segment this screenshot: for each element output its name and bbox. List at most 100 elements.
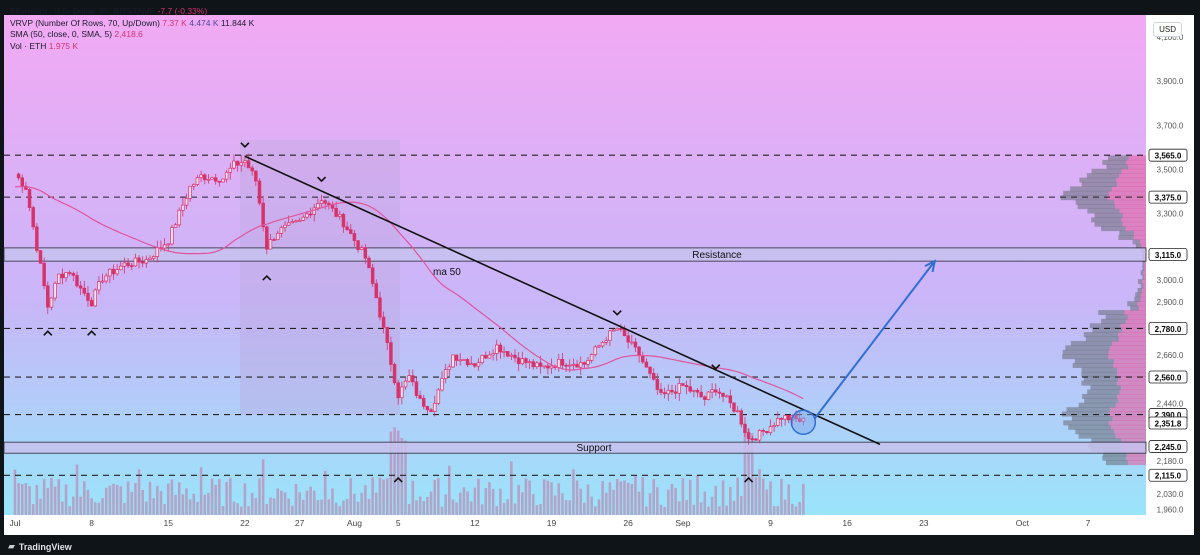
profile-bar-up: [1135, 243, 1142, 249]
level-price-label: 2,560.0: [1155, 373, 1182, 382]
candle-body: [644, 361, 649, 368]
volume-bar: [469, 501, 473, 515]
volume-bar: [663, 506, 666, 515]
volume-bar: [681, 478, 685, 515]
candle-body: [232, 160, 236, 169]
candle-body: [549, 365, 554, 369]
volume-bar: [46, 487, 50, 515]
candle-body: [411, 375, 415, 383]
candle-body: [254, 170, 258, 182]
volume-bar: [247, 506, 250, 515]
volume-bar: [291, 505, 294, 515]
candle-body: [243, 160, 247, 164]
candle-body: [206, 178, 211, 181]
profile-bar-up: [1063, 420, 1109, 426]
candle-body: [290, 221, 295, 224]
candle-body: [578, 362, 583, 368]
candle-body: [469, 363, 473, 366]
profile-bar-up: [1060, 195, 1108, 201]
profile-bar-down: [1118, 336, 1146, 342]
projection-arrow[interactable]: [813, 260, 936, 420]
level-price-box: [1148, 248, 1188, 261]
candle-body: [356, 240, 360, 251]
candle-body: [659, 389, 663, 393]
level-price-label: 3,375.0: [1155, 193, 1182, 202]
volume-bars: [13, 426, 805, 515]
candle-body: [137, 257, 141, 263]
candle-body: [213, 177, 218, 182]
volume-bar: [546, 480, 550, 515]
candle-body: [93, 289, 97, 307]
descending-trendline[interactable]: [244, 155, 881, 446]
legend-vrvp-label: VRVP (Number Of Rows, 70, Up/Down): [10, 17, 160, 28]
candle-body: [699, 391, 703, 398]
candle-body: [575, 364, 579, 368]
horizontal-levels: [4, 154, 1146, 476]
profile-bar-up: [1081, 181, 1118, 187]
profile-bar-up: [1081, 380, 1117, 386]
candle-body: [308, 213, 313, 216]
volume-bar: [364, 485, 367, 515]
volume-bar: [112, 483, 115, 515]
candle-body: [133, 257, 138, 267]
candle-body: [316, 203, 320, 209]
swing-high-marker: [612, 310, 622, 316]
volume-bar: [141, 490, 144, 515]
highlight-circle[interactable]: [790, 409, 817, 436]
profile-bar-down: [1121, 168, 1146, 174]
profile-bar-down: [1116, 371, 1146, 377]
candle-body: [57, 273, 61, 284]
volume-bar: [670, 483, 674, 515]
profile-bar-up: [1081, 367, 1118, 373]
volume-bar: [163, 504, 166, 515]
candle-body: [797, 418, 802, 422]
volume-bar: [283, 492, 287, 515]
profile-bar-up: [1074, 358, 1114, 364]
volume-bar: [265, 504, 269, 515]
price-tick-label: 3,700.0: [1157, 121, 1184, 130]
volume-bar: [542, 479, 546, 515]
volume-bar: [586, 484, 590, 515]
candle-body: [86, 292, 90, 301]
candle-body: [779, 417, 784, 420]
zone-label-resistance: Resistance: [692, 250, 742, 261]
volume-bar: [93, 502, 97, 515]
candle-body: [505, 351, 510, 357]
volume-bar: [466, 491, 469, 515]
swing-markers: [43, 142, 754, 483]
candle-body: [633, 341, 638, 348]
volume-bar: [688, 479, 692, 515]
profile-bar-up: [1085, 336, 1119, 342]
time-tick-label: 16: [842, 518, 852, 528]
volume-bar: [225, 482, 228, 515]
candle-body: [487, 354, 492, 359]
profile-bar-up: [1102, 455, 1127, 461]
volume-bar: [572, 469, 575, 515]
volume-bar: [455, 502, 458, 515]
candle-body: [192, 184, 196, 187]
candle-body: [297, 219, 302, 222]
volume-bar: [564, 500, 568, 515]
candle-body: [465, 359, 470, 366]
tradingview-watermark: ▰ TradingView: [8, 541, 72, 552]
level-price-label: 2,351.8: [1155, 419, 1182, 428]
volume-bar: [608, 482, 612, 515]
level-price-label: 2,780.0: [1155, 325, 1182, 334]
zone-label-support: Support: [576, 443, 611, 454]
candle-body: [520, 358, 525, 365]
profile-bar-down: [1110, 407, 1146, 413]
price-tick-label: 4,100.0: [1157, 33, 1184, 42]
legend-vrvp-row: VRVP (Number Of Rows, 70, Up/Down) 7.37 …: [10, 18, 254, 30]
currency-button[interactable]: USD: [1153, 22, 1182, 37]
candle-body: [564, 364, 568, 367]
volume-bar: [732, 500, 736, 515]
candle-body: [732, 402, 736, 412]
candle-body: [750, 438, 754, 440]
legend-sma-label: SMA (50, close, 0, SMA, 5): [10, 29, 113, 39]
price-tick-label: 3,300.0: [1157, 210, 1184, 219]
candle-body: [42, 262, 46, 287]
profile-bar-up: [1068, 424, 1111, 430]
volume-bar: [579, 488, 582, 515]
volume-bar: [31, 504, 35, 515]
